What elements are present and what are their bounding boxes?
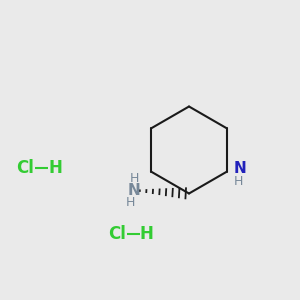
Text: N: N: [128, 183, 140, 198]
Text: Cl: Cl: [16, 159, 34, 177]
Text: H: H: [140, 225, 153, 243]
Text: Cl: Cl: [108, 225, 126, 243]
Text: N: N: [233, 161, 246, 176]
Text: H: H: [126, 196, 135, 209]
Text: H: H: [129, 172, 139, 185]
Text: H: H: [48, 159, 62, 177]
Text: H: H: [233, 175, 243, 188]
